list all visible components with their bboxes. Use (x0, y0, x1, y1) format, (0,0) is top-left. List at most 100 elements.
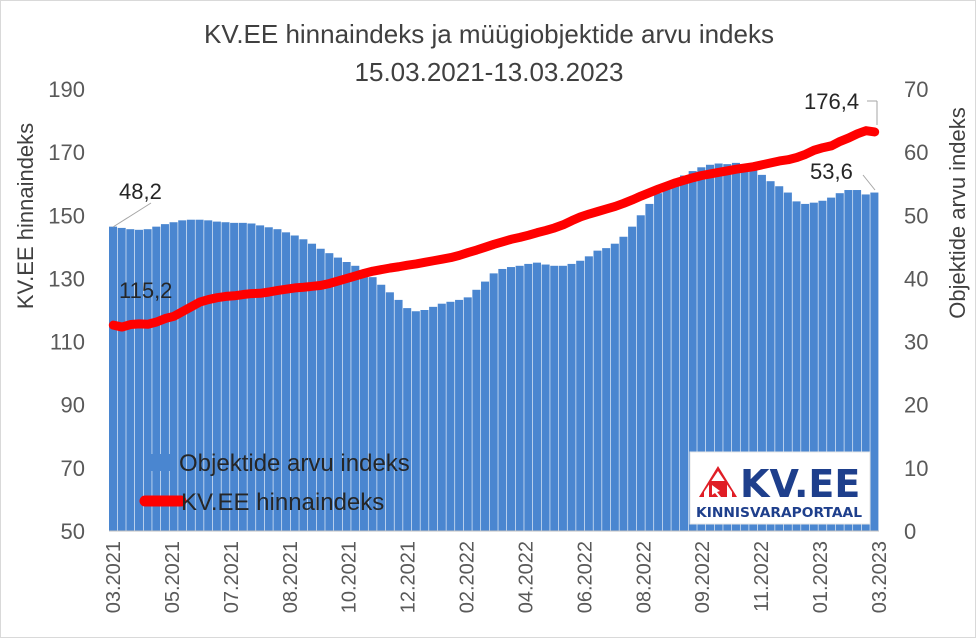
bar (498, 268, 507, 531)
bar (818, 200, 827, 531)
bar (731, 162, 740, 531)
bar (472, 289, 481, 531)
bar (740, 164, 749, 531)
left-y-tick-label: 110 (50, 330, 85, 355)
left-y-tick-label: 130 (48, 266, 85, 291)
bar (584, 256, 593, 531)
bar (619, 236, 628, 531)
bar (654, 193, 663, 531)
chart-subtitle: 15.03.2021-13.03.2023 (355, 57, 624, 87)
bar (143, 229, 152, 531)
bar (697, 167, 706, 532)
bar (307, 243, 317, 531)
x-axis-ticks: 03.2021 05.2021 07.2021 08.2021 10.2021 12.20… (103, 541, 891, 613)
x-tick-label: 08.2021 (280, 541, 302, 613)
x-tick-label: 03.2021 (103, 541, 125, 613)
chart-title: KV.EE hinnaindeks ja müügiobjektide arvu… (204, 19, 774, 49)
right-y-tick-label: 10 (904, 456, 928, 481)
bar (230, 222, 239, 532)
bar (212, 221, 221, 531)
bar (429, 306, 438, 531)
bar (126, 229, 135, 531)
line-series (108, 126, 880, 332)
bar (195, 219, 204, 531)
bar (506, 267, 516, 531)
bar (671, 180, 680, 531)
bar (636, 215, 645, 532)
bar (178, 220, 187, 531)
left-y-tick-label: 170 (48, 140, 85, 165)
x-tick-label: 12.2021 (398, 541, 420, 613)
data-label-line-first: 115,2 (119, 278, 172, 303)
bar (204, 220, 213, 531)
bar (593, 250, 602, 531)
x-tick-label: 11.2022 (751, 541, 773, 612)
logo-name: KV.EE (740, 462, 860, 506)
left-y-tick-label: 150 (48, 203, 85, 228)
bar (532, 262, 541, 531)
bar (723, 164, 732, 531)
x-tick-label: 07.2021 (221, 541, 243, 613)
bar (446, 301, 455, 531)
bar (602, 248, 611, 531)
bar (247, 223, 256, 532)
left-y-tick-label: 90 (61, 393, 85, 418)
x-tick-label: 05.2021 (162, 541, 184, 613)
bar (775, 186, 784, 532)
x-tick-label: 02.2022 (457, 541, 479, 613)
bar-series (109, 162, 879, 532)
bar (844, 190, 853, 531)
right-y-tick-label: 60 (904, 140, 928, 165)
right-y-tick-label: 30 (904, 330, 928, 355)
bar (385, 292, 394, 531)
bar (463, 297, 472, 531)
bar (325, 253, 334, 532)
bar (714, 163, 723, 531)
bar (394, 299, 403, 531)
bar (134, 229, 144, 531)
house-arrow-icon (699, 466, 737, 498)
bar (351, 265, 360, 531)
bar (420, 310, 429, 531)
bar (117, 227, 126, 531)
right-y-axis-ticks: 0 10 20 30 40 50 60 70 (904, 77, 928, 544)
bar (221, 222, 230, 532)
bar (809, 202, 818, 531)
bar (835, 193, 844, 531)
bar (264, 227, 273, 531)
bar (541, 264, 550, 531)
bar (290, 235, 299, 532)
bar (705, 164, 715, 531)
bar (169, 222, 178, 532)
bar (403, 308, 412, 531)
leader-line-bar-last (862, 174, 876, 191)
bar (481, 281, 490, 531)
x-tick-label: 08.2022 (633, 541, 655, 613)
bar (558, 265, 567, 531)
bar (792, 201, 801, 531)
kv-ee-logo: KV.EE KINNISVARAPORTAAL (689, 451, 871, 525)
bar (861, 194, 870, 531)
bar (256, 225, 265, 531)
bar (186, 219, 195, 531)
x-tick-label: 01.2023 (810, 541, 832, 613)
x-tick-label: 04.2022 (516, 541, 538, 613)
bar (827, 197, 836, 532)
bar (109, 226, 118, 531)
leader-line-bar-first (112, 202, 152, 228)
bar (576, 260, 585, 531)
legend-label-line: KV.EE hinnaindeks (181, 489, 384, 516)
bar (316, 248, 325, 531)
x-tick-label: 06.2022 (574, 541, 596, 613)
bar (757, 174, 766, 531)
data-label-bar-first: 48,2 (119, 179, 162, 204)
right-y-tick-label: 70 (904, 77, 928, 102)
bar (853, 190, 862, 531)
bar (238, 222, 247, 532)
bar (489, 273, 498, 531)
bar (368, 277, 377, 531)
data-labels: 48,2 115,2 176,4 53,6 (112, 89, 878, 303)
legend-label-bars: Objektide arvu indeks (179, 450, 410, 477)
bar (610, 243, 619, 531)
